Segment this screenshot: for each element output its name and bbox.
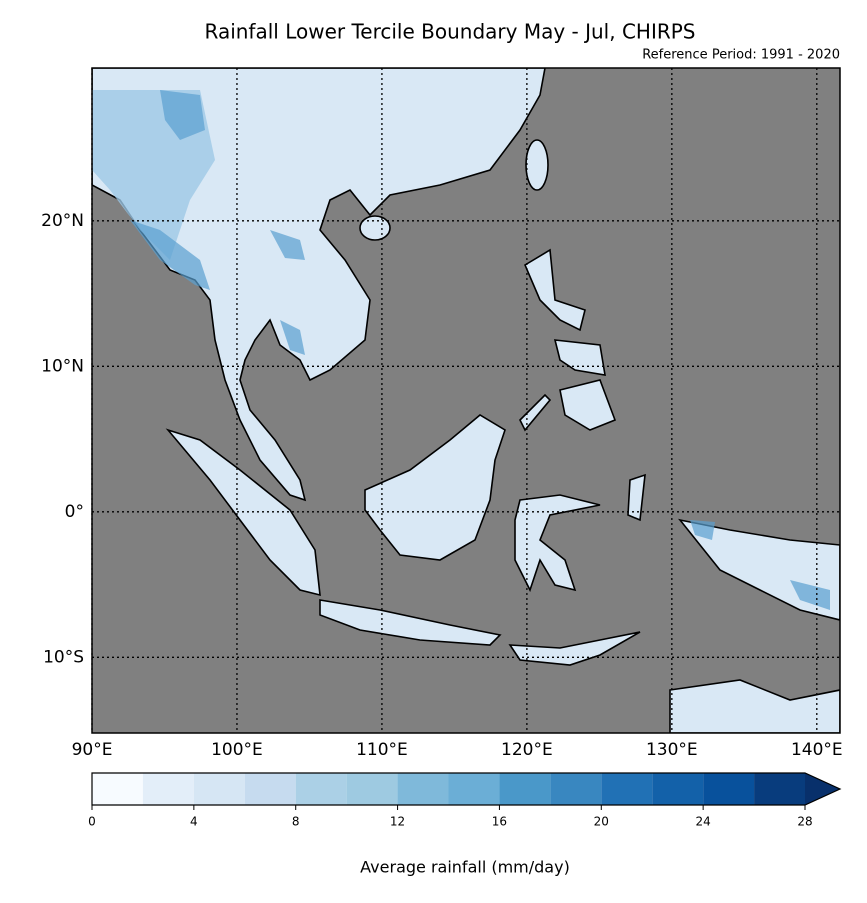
x-tick-label: 90°E: [72, 740, 113, 760]
new-guinea-rain: [690, 520, 830, 610]
x-tick-label: 110°E: [356, 740, 408, 760]
colorbar-bin: [601, 773, 653, 805]
colorbar-label: Average rainfall (mm/day): [360, 858, 570, 877]
colorbar-bin: [397, 773, 449, 805]
x-tick-label: 120°E: [501, 740, 553, 760]
colorbar-tick-label: 16: [492, 815, 507, 829]
y-tick-label: 10°S: [43, 647, 84, 667]
colorbar-tick-label: 28: [797, 815, 812, 829]
taiwan: [525, 139, 549, 191]
mainland-asia: [92, 68, 546, 502]
colorbar-tick-label: 20: [594, 815, 609, 829]
colorbar-tick-label: 0: [88, 815, 96, 829]
colorbar-bin: [652, 773, 704, 805]
hainan: [359, 215, 391, 241]
colorbar-tick-label: 4: [190, 815, 198, 829]
title: Rainfall Lower Tercile Boundary May - Ju…: [204, 20, 695, 44]
colorbar-bin: [499, 773, 551, 805]
mindanao: [559, 379, 617, 431]
y-tick-label: 20°N: [41, 211, 84, 231]
x-tick-label: 100°E: [211, 740, 263, 760]
subtitle: Reference Period: 1991 - 2020: [642, 48, 840, 63]
colorbar-tick-label: 8: [292, 815, 300, 829]
x-tick-label: 140°E: [791, 740, 843, 760]
x-tick-label: 130°E: [646, 740, 698, 760]
palawan: [519, 393, 552, 432]
colorbar-tick-label: 12: [390, 815, 405, 829]
land-masses: [92, 68, 840, 733]
java: [319, 599, 502, 646]
australia: [669, 679, 840, 733]
borneo: [364, 414, 506, 561]
y-tick-label: 10°N: [41, 356, 84, 376]
colorbar-bin: [295, 773, 347, 805]
sumatra: [165, 428, 321, 597]
colorbar-bin: [703, 773, 755, 805]
colorbar-bin: [550, 773, 602, 805]
y-tick-label: 0°: [65, 502, 84, 522]
colorbar-bin: [142, 773, 194, 805]
colorbar-bin: [346, 773, 398, 805]
colorbar-bin: [448, 773, 500, 805]
map-frame: [91, 67, 841, 734]
sulawesi: [514, 494, 601, 593]
colorbar-outline: [91, 772, 842, 806]
colorbar-bin: [754, 773, 805, 805]
colorbar-bin: [92, 773, 143, 805]
rain-core: [130, 90, 305, 355]
colorbar-extend: [805, 773, 840, 805]
colorbar-tick-label: 24: [696, 815, 711, 829]
halmahera: [627, 473, 646, 522]
luzon: [523, 248, 586, 332]
colorbar-bin: [193, 773, 245, 805]
colorbar-bin: [244, 773, 296, 805]
